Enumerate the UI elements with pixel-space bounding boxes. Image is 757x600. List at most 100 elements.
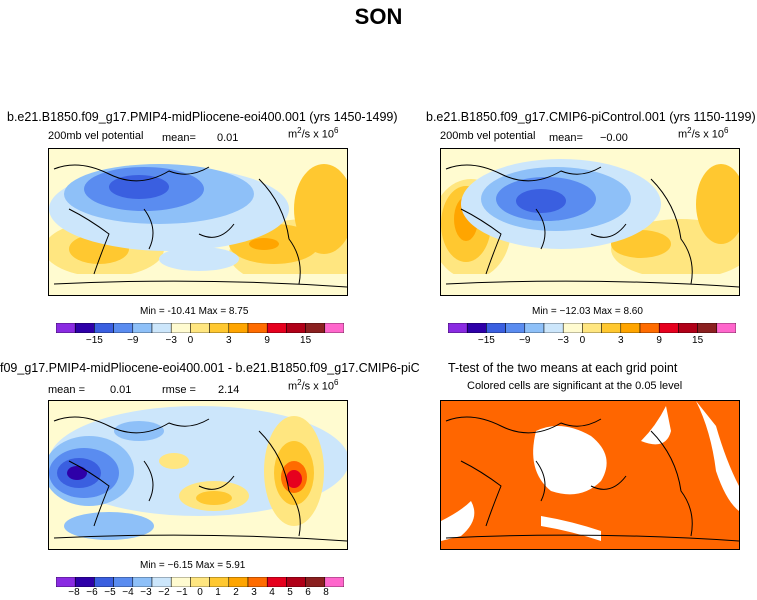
- panel-3-colorbar-swatch: [56, 577, 76, 587]
- panel-1-colorbar-tick: 3: [226, 335, 232, 346]
- panel-1-colorbar-tick: 15: [300, 335, 312, 346]
- panel-1-mean-label: mean=: [162, 132, 196, 144]
- panel-4-title: T-test of the two means at each grid poi…: [448, 361, 678, 375]
- panel-2-colorbar-swatch: [697, 323, 718, 333]
- panel-3-colorbar-tick: 5: [287, 587, 293, 598]
- panel-3-colorbar-swatch: [324, 577, 344, 587]
- panel-3-colorbar-swatch: [228, 577, 249, 587]
- panel-2-colorbar-swatch: [466, 323, 487, 333]
- panel-3-units: m2/s x 106: [288, 378, 339, 393]
- panel-3-colorbar-tick: 1: [215, 587, 221, 598]
- panel-3-colorbar-swatch: [94, 577, 114, 587]
- panel-3-colorbar-tick: 2: [233, 587, 239, 598]
- panel-3-colorbar-swatch: [266, 577, 287, 587]
- panel-1-colorbar-tick: −3: [165, 335, 177, 346]
- panel-2-colorbar-swatch: [716, 323, 736, 333]
- panel-2-mean-label: mean=: [549, 132, 583, 144]
- panel-3-colorbar-tick: 3: [251, 587, 257, 598]
- panel-1-colorbar-swatch: [305, 323, 326, 333]
- panel-3-colorbar-swatch: [305, 577, 326, 587]
- panel-1-colorbar-swatch: [247, 323, 268, 333]
- panel-3-colorbar-swatch: [286, 577, 306, 587]
- panel-2-title: b.e21.B1850.f09_g17.CMIP6-piControl.001 …: [426, 110, 756, 124]
- panel-2-colorbar-swatch: [678, 323, 698, 333]
- panel-3-colorbar-swatch: [170, 577, 191, 587]
- panel-3-colorbar-tick: −4: [122, 587, 134, 598]
- panel-3-colorbar-swatch: [113, 577, 134, 587]
- panel-1-colorbar-swatch: [228, 323, 249, 333]
- panel-1-colorbar: [56, 323, 344, 333]
- panel-1-minmax: Min = -10.41 Max = 8.75: [140, 306, 249, 317]
- panel-1-colorbar-swatch: [74, 323, 95, 333]
- panel-3-colorbar-tick: 0: [197, 587, 203, 598]
- panel-3-colorbar-tick: −3: [140, 587, 152, 598]
- panel-2-colorbar-swatch: [505, 323, 526, 333]
- panel-3-colorbar-tick: 8: [323, 587, 329, 598]
- panel-1-colorbar-swatch: [94, 323, 114, 333]
- panel-3-map: [48, 400, 348, 550]
- panel-2-colorbar-tick: −15: [477, 335, 495, 346]
- panel-1-map: [48, 148, 348, 296]
- panel-2-colorbar-swatch: [562, 323, 583, 333]
- panel-3-rmse-label: rmse =: [162, 384, 196, 396]
- panel-2-colorbar-tick: −3: [557, 335, 569, 346]
- panel-1-variable: 200mb vel potential: [48, 130, 144, 142]
- panel-1-colorbar-swatch: [151, 323, 172, 333]
- panel-2-mean-value: −0.00: [600, 132, 628, 144]
- panel-3-title: f09_g17.PMIP4-midPliocene-eoi400.001 - b…: [0, 361, 420, 375]
- panel-1-colorbar-swatch: [132, 323, 153, 333]
- panel-2-colorbar: [448, 323, 736, 333]
- panel-3-colorbar-tick: −2: [158, 587, 170, 598]
- panel-3-colorbar-tick: −8: [68, 587, 80, 598]
- panel-1-units: m2/s x 106: [288, 126, 339, 141]
- panel-3-colorbar-tick: 4: [269, 587, 275, 598]
- panel-2-colorbar-tick: 0: [579, 335, 586, 346]
- panel-1-colorbar-tick: 9: [264, 335, 270, 346]
- panel-2-colorbar-swatch: [601, 323, 622, 333]
- panel-3-colorbar-labels: −8 −6 −5 −4 −3 −2 −1 0 1 2 3 4 5 6 8: [56, 587, 344, 599]
- panel-1-colorbar-swatch: [56, 323, 76, 333]
- panel-2-colorbar-swatch: [524, 323, 545, 333]
- panel-1-colorbar-swatch: [266, 323, 287, 333]
- panel-2-variable: 200mb vel potential: [440, 130, 536, 142]
- panel-3-mean-label: mean =: [48, 384, 85, 396]
- panel-2-colorbar-tick: 9: [656, 335, 662, 346]
- panel-1-mean-value: 0.01: [217, 132, 239, 144]
- panel-1-colorbar-tick: −9: [127, 335, 139, 346]
- panel-2-colorbar-swatch: [639, 323, 660, 333]
- panel-1-colorbar-tick: −15: [85, 335, 103, 346]
- panel-1-colorbar-swatch: [170, 323, 191, 333]
- panel-3-colorbar-swatch: [209, 577, 230, 587]
- panel-1-colorbar-swatch: [190, 323, 210, 333]
- panel-2-colorbar-swatch: [543, 323, 564, 333]
- panel-2-colorbar-swatch: [486, 323, 506, 333]
- panel-1-title: b.e21.B1850.f09_g17.PMIP4-midPliocene-eo…: [7, 110, 398, 124]
- panel-3-colorbar-swatch: [247, 577, 268, 587]
- panel-2-colorbar-swatch: [658, 323, 679, 333]
- panel-2-colorbar-tick: 15: [692, 335, 704, 346]
- panel-2-colorbar-swatch: [448, 323, 468, 333]
- panel-1-colorbar-labels: −15 −9 −3 0 3 9 15: [56, 335, 344, 349]
- panel-3-colorbar-swatch: [151, 577, 172, 587]
- panel-3-mean-value: 0.01: [110, 384, 132, 396]
- panel-1-colorbar-swatch: [209, 323, 230, 333]
- panel-3-rmse-value: 2.14: [218, 384, 240, 396]
- panel-1-colorbar-swatch: [113, 323, 134, 333]
- panel-3-colorbar-swatch: [132, 577, 153, 587]
- panel-3-colorbar: [56, 577, 344, 587]
- panel-3-colorbar-swatch: [190, 577, 210, 587]
- panel-2-colorbar-swatch: [582, 323, 602, 333]
- panel-3-colorbar-swatch: [74, 577, 95, 587]
- panel-1-colorbar-swatch: [286, 323, 306, 333]
- panel-3-colorbar-tick: −6: [86, 587, 98, 598]
- panel-2-map: [440, 148, 740, 296]
- panel-2-minmax: Min = −12.03 Max = 8.60: [532, 306, 643, 317]
- panel-4-subtitle: Colored cells are significant at the 0.0…: [467, 380, 683, 392]
- panel-2-colorbar-tick: −9: [519, 335, 531, 346]
- figure-title: SON: [354, 4, 403, 29]
- panel-2-colorbar-labels: −15 −9 −3 0 3 9 15: [448, 335, 736, 349]
- panel-3-minmax: Min = −6.15 Max = 5.91: [140, 560, 246, 571]
- panel-3-colorbar-tick: 6: [305, 587, 311, 598]
- panel-2-units: m2/s x 106: [678, 126, 729, 141]
- panel-3-colorbar-tick: −5: [104, 587, 116, 598]
